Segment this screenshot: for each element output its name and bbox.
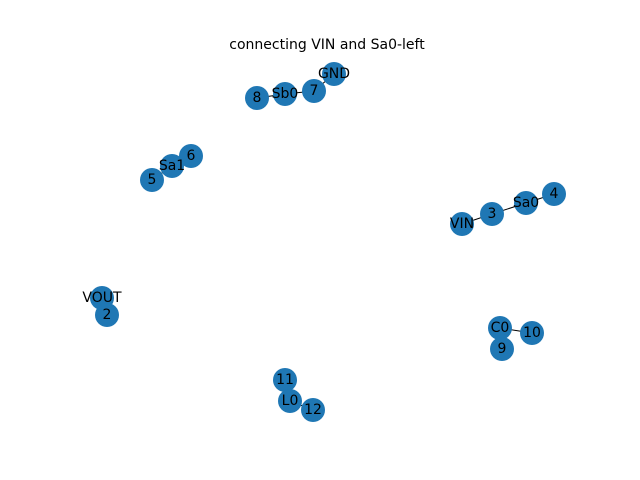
node-label: 3 — [488, 206, 497, 222]
node-label: 12 — [304, 402, 322, 418]
node-5: 5 — [140, 168, 164, 192]
node-label: 6 — [187, 148, 196, 164]
node-sa0: Sa0 — [513, 191, 539, 215]
node-label: 2 — [103, 307, 112, 323]
node-label: VIN — [450, 216, 474, 232]
diagram-title: connecting VIN and Sa0-left — [229, 37, 425, 53]
node-label: 7 — [310, 83, 319, 99]
node-label: 4 — [550, 186, 559, 202]
node-circle — [490, 337, 514, 361]
node-label: 11 — [276, 372, 294, 388]
node-2: 2 — [95, 303, 119, 327]
node-circle — [542, 182, 566, 206]
node-l0: L0 — [278, 389, 302, 413]
node-sb0: Sb0 — [272, 82, 299, 106]
node-sa1: Sa1 — [159, 154, 185, 178]
node-circle — [488, 316, 512, 340]
node-circle — [450, 212, 474, 236]
node-8: 8 — [245, 86, 269, 110]
node-gnd: GND — [318, 62, 350, 86]
node-11: 11 — [273, 368, 297, 392]
node-label: Sa1 — [159, 158, 185, 174]
node-label: Sb0 — [272, 86, 299, 102]
node-7: 7 — [302, 79, 326, 103]
node-label: 9 — [498, 341, 507, 357]
node-label: C0 — [491, 320, 510, 336]
node-circle — [273, 368, 297, 392]
node-label: 8 — [253, 90, 262, 106]
node-circle — [301, 398, 325, 422]
node-4: 4 — [542, 182, 566, 206]
node-label: 5 — [148, 172, 157, 188]
node-circle — [179, 144, 203, 168]
node-c0: C0 — [488, 316, 512, 340]
node-6: 6 — [179, 144, 203, 168]
node-10: 10 — [520, 321, 544, 345]
node-3: 3 — [480, 202, 504, 226]
node-circle — [520, 321, 544, 345]
node-label: GND — [318, 66, 350, 82]
node-label: 10 — [523, 325, 541, 341]
node-circle — [302, 79, 326, 103]
node-circle — [480, 202, 504, 226]
node-circle — [140, 168, 164, 192]
node-circle — [245, 86, 269, 110]
node-12: 12 — [301, 398, 325, 422]
node-9: 9 — [490, 337, 514, 361]
node-label: Sa0 — [513, 195, 539, 211]
node-circle — [95, 303, 119, 327]
node-label: L0 — [282, 393, 299, 409]
node-circle — [514, 191, 538, 215]
node-circle — [322, 62, 346, 86]
node-vin: VIN — [450, 212, 474, 236]
node-circle — [273, 82, 297, 106]
node-circle — [160, 154, 184, 178]
node-label: VOUT — [82, 290, 122, 306]
node-circle — [278, 389, 302, 413]
